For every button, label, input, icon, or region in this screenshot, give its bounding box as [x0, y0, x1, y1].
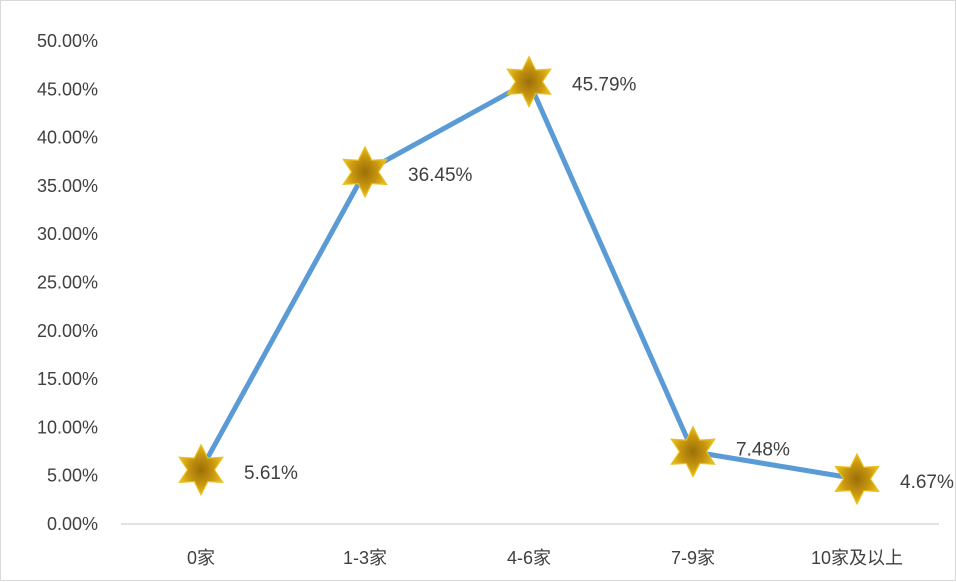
y-tick-label: 0.00% — [47, 514, 98, 534]
six-point-star-icon — [834, 452, 880, 506]
y-tick-label: 30.00% — [37, 224, 98, 244]
data-label: 4.67% — [900, 472, 954, 493]
y-tick-label: 15.00% — [37, 369, 98, 389]
series-line — [198, 79, 860, 482]
y-tick-label: 25.00% — [37, 273, 98, 293]
series-markers — [178, 55, 880, 506]
data-label: 45.79% — [572, 75, 637, 96]
x-axis-tick-labels: 0家 1-3家 4-6家 7-9家 10家及以上 — [187, 548, 903, 568]
data-label: 5.61% — [244, 463, 298, 484]
y-tick-label: 40.00% — [37, 128, 98, 148]
six-point-star-icon — [178, 443, 224, 497]
y-tick-label: 45.00% — [37, 79, 98, 99]
data-labels: 5.61% 36.45% 45.79% 7.48% 4.67% — [244, 75, 954, 493]
y-tick-label: 5.00% — [47, 466, 98, 486]
x-tick-label: 1-3家 — [343, 548, 387, 568]
x-tick-label: 4-6家 — [507, 548, 551, 568]
six-point-star-icon — [342, 145, 388, 199]
y-tick-label: 20.00% — [37, 321, 98, 341]
data-label: 7.48% — [736, 440, 790, 461]
y-tick-label: 50.00% — [37, 31, 98, 51]
y-axis-tick-labels: 0.00% 5.00% 10.00% 15.00% 20.00% 25.00% 30.00%… — [37, 31, 98, 534]
data-label: 36.45% — [408, 165, 473, 186]
series-group — [198, 79, 860, 482]
six-point-star-icon — [670, 425, 716, 479]
y-tick-label: 35.00% — [37, 176, 98, 196]
y-tick-label: 10.00% — [37, 417, 98, 437]
six-point-star-icon — [506, 55, 552, 109]
x-tick-label: 10家及以上 — [811, 548, 903, 568]
x-tick-label: 0家 — [187, 548, 215, 568]
x-tick-label: 7-9家 — [671, 548, 715, 568]
